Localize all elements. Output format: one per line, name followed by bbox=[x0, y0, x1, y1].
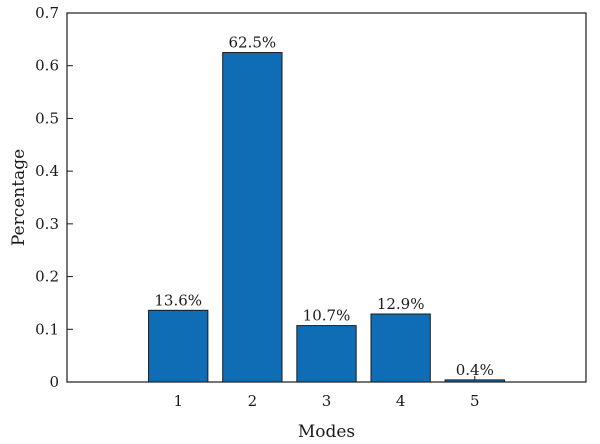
bar-value-label: 12.9% bbox=[377, 295, 425, 313]
bar bbox=[148, 309, 209, 383]
x-tick-label: 3 bbox=[322, 392, 332, 410]
bar-value-label: 10.7% bbox=[303, 307, 351, 325]
y-tick-label: 0 bbox=[49, 373, 59, 391]
bar-value-label: 0.4% bbox=[456, 361, 494, 379]
x-tick-label: 2 bbox=[248, 392, 258, 410]
x-tick-label: 1 bbox=[173, 392, 183, 410]
x-tick-label: 4 bbox=[396, 392, 406, 410]
y-tick-label: 0.2 bbox=[35, 268, 59, 286]
bars bbox=[148, 52, 505, 383]
y-tick-label: 0.6 bbox=[35, 57, 59, 75]
y-tick-label: 0.1 bbox=[35, 320, 59, 338]
bar bbox=[296, 325, 357, 383]
y-tick-label: 0.3 bbox=[35, 215, 59, 233]
x-axis-title: Modes bbox=[298, 422, 355, 442]
bar-value-label: 13.6% bbox=[154, 291, 202, 309]
y-axis-ticks: 0 0.1 0.2 0.3 0.4 0.5 0.6 0.7 bbox=[35, 4, 73, 391]
bar-value-label: 62.5% bbox=[229, 34, 277, 52]
y-axis-title: Percentage bbox=[9, 149, 29, 246]
y-tick-label: 0.7 bbox=[35, 4, 59, 22]
x-tick-label: 5 bbox=[470, 392, 480, 410]
bar bbox=[370, 313, 431, 383]
data-labels: 13.6% 62.5% 10.7% 12.9% 0.4% bbox=[154, 34, 493, 379]
bar bbox=[444, 379, 505, 383]
y-tick-label: 0.4 bbox=[35, 162, 59, 180]
bar bbox=[222, 52, 283, 383]
y-tick-label: 0.5 bbox=[35, 109, 59, 127]
